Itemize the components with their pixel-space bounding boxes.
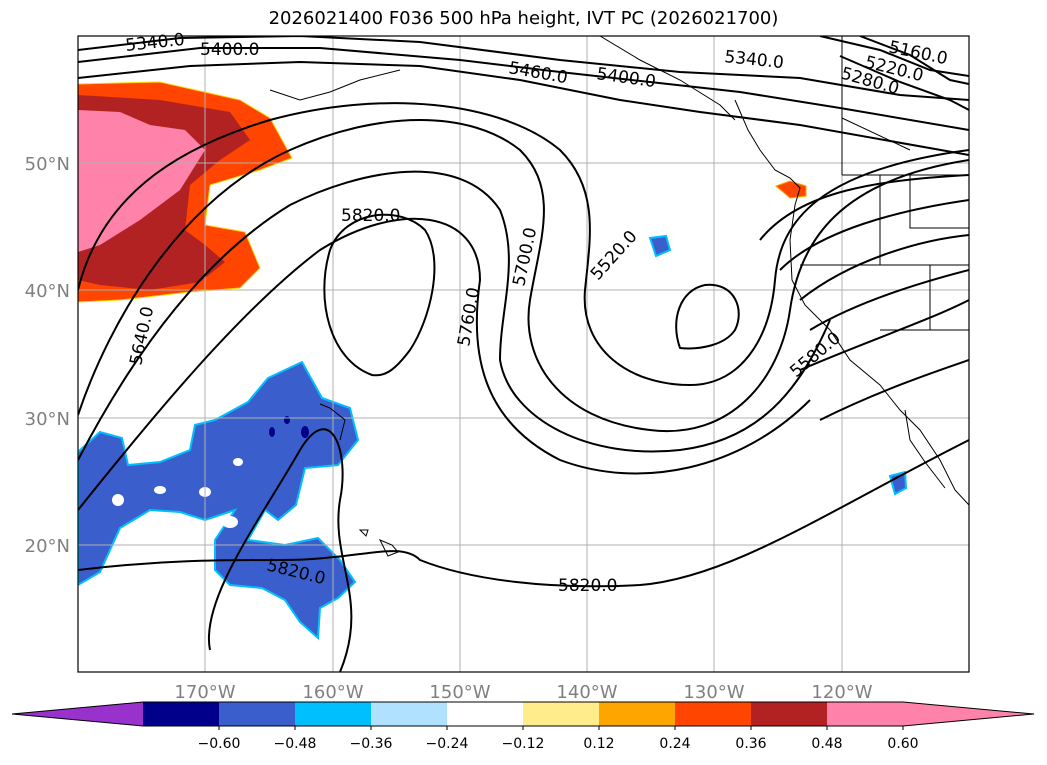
lon-label: 170°W: [174, 682, 235, 703]
colorbar-bin: [523, 702, 599, 726]
colorbar-bin: [447, 702, 523, 726]
lon-label: 120°W: [811, 682, 872, 703]
colorbar-tick-label: −0.12: [502, 736, 545, 752]
ivt-positive-region-pink: [78, 110, 205, 252]
map-frame: [77, 35, 970, 673]
colorbar-tick-label: −0.24: [426, 736, 469, 752]
colorbar-bin: [295, 702, 371, 726]
colorbar-bin: [371, 702, 447, 726]
colorbar-tick-label: 0.12: [583, 736, 614, 752]
lat-label: 40°N: [25, 281, 70, 302]
colorbar-tick-label: −0.36: [350, 736, 393, 752]
colorbar-tick-label: −0.48: [274, 736, 317, 752]
colorbar-bin: [675, 702, 751, 726]
height-contours: [78, 36, 969, 672]
colorbar: −0.60 −0.48 −0.36 −0.24 −0.12 0.12 0.24 0.36 0.4…: [11, 701, 1035, 752]
colorbar-bin: [827, 702, 903, 726]
colorbar-extension-min: [12, 702, 143, 726]
contour-label: 5820.0: [341, 206, 400, 226]
ivt-negative-region-small: [648, 234, 672, 258]
ivt-negative-region-mexico: [888, 470, 908, 496]
colorbar-extension-max: [903, 702, 1034, 726]
lon-label: 150°W: [429, 682, 490, 703]
contour-label: 5400.0: [200, 40, 259, 60]
colorbar-tick-label: 0.60: [887, 736, 918, 752]
colorbar-bin: [599, 702, 675, 726]
colorbar-bin: [751, 702, 827, 726]
colorbar-tick-label: 0.36: [735, 736, 766, 752]
map-title: 2026021400 F036 500 hPa height, IVT PC (…: [268, 8, 779, 29]
lon-label: 140°W: [556, 682, 617, 703]
lat-label: 50°N: [25, 154, 70, 175]
longitude-labels: 170°W 160°W 150°W 140°W 130°W 120°W: [174, 682, 872, 703]
colorbar-tick-label: 0.48: [811, 736, 842, 752]
colorbar-bin: [143, 702, 219, 726]
lon-label: 160°W: [302, 682, 363, 703]
colorbar-tick-label: 0.24: [659, 736, 690, 752]
lat-label: 20°N: [25, 536, 70, 557]
colorbar-outline: [11, 701, 1035, 727]
graticule: [78, 36, 969, 672]
colorbar-tick-label: −0.60: [198, 736, 241, 752]
lat-label: 30°N: [25, 409, 70, 430]
contour-label: 5820.0: [558, 576, 617, 596]
colorbar-bin: [219, 702, 295, 726]
lon-label: 130°W: [683, 682, 744, 703]
latitude-labels: 50°N 40°N 30°N 20°N: [25, 154, 70, 557]
